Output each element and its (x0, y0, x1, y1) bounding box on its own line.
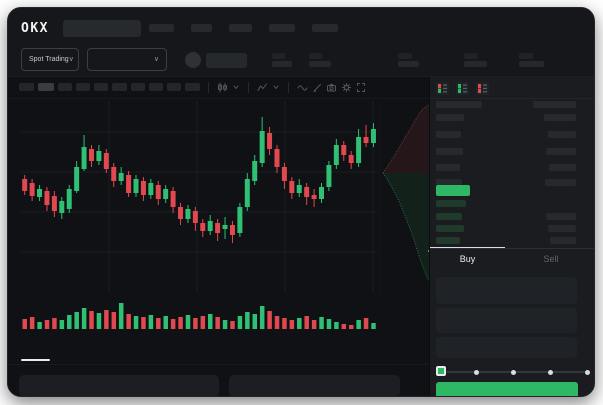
nav-item[interactable] (191, 24, 212, 32)
brand-logo: OKX (21, 21, 49, 36)
ask-row[interactable] (436, 164, 460, 171)
timeframe-button[interactable] (167, 83, 181, 91)
stat-block (519, 53, 544, 67)
toolbar-divider (8, 98, 429, 99)
book-bids-icon[interactable] (456, 82, 469, 100)
ask-row[interactable] (436, 131, 461, 138)
chart-toolbar (19, 81, 366, 93)
stat-block (272, 53, 292, 67)
bid-row[interactable] (436, 200, 466, 207)
timeframe-button[interactable] (94, 83, 108, 91)
orderbook-divider (430, 98, 594, 99)
ask-row[interactable] (546, 148, 576, 155)
active-tab-underline (21, 359, 50, 361)
bottom-panel-right (229, 375, 400, 396)
book-both-icon[interactable] (436, 82, 449, 100)
ask-row[interactable] (544, 114, 576, 121)
ask-row[interactable] (436, 148, 463, 155)
slider-handle[interactable] (436, 366, 446, 376)
orderbook-header[interactable] (436, 101, 482, 108)
orderbook-header[interactable] (533, 101, 576, 108)
buy-button[interactable] (436, 382, 578, 396)
ask-row[interactable] (548, 131, 576, 138)
volume-chart (21, 297, 377, 329)
timeframe-button[interactable] (149, 83, 163, 91)
order-form-field[interactable] (436, 308, 577, 333)
indicator-icon[interactable] (257, 82, 268, 93)
line-tool-icon[interactable] (297, 82, 308, 93)
top-nav (149, 24, 338, 32)
market-type-label: Spot Trading (29, 56, 69, 63)
trade-tabs-divider (430, 248, 594, 249)
camera-icon[interactable] (326, 82, 337, 93)
nav-item[interactable] (229, 24, 252, 32)
ask-row[interactable] (549, 164, 576, 171)
bid-row[interactable] (546, 213, 576, 220)
candlestick-chart[interactable] (21, 101, 377, 293)
chart-section (8, 77, 430, 396)
nav-item[interactable] (149, 24, 174, 32)
bid-row[interactable] (436, 213, 462, 220)
header-divider (8, 76, 594, 77)
bid-row[interactable] (550, 237, 576, 244)
toolbar-separator (208, 81, 209, 93)
book-asks-icon[interactable] (476, 82, 489, 100)
stat-block (309, 53, 331, 67)
ask-row[interactable] (436, 179, 462, 186)
ask-row[interactable] (545, 179, 576, 186)
bid-row[interactable] (436, 225, 464, 232)
chevron-down-icon: ∨ (68, 56, 74, 63)
nav-item[interactable] (269, 24, 295, 32)
bid-row[interactable] (548, 225, 576, 232)
orderbook-view-toggles (436, 82, 489, 100)
chevron-down-icon[interactable] (272, 82, 280, 93)
timeframe-button[interactable] (19, 83, 34, 91)
last-price-placeholder (206, 53, 247, 68)
draw-icon[interactable] (312, 82, 322, 93)
fullscreen-icon[interactable] (356, 82, 366, 93)
bottom-panel-left (19, 375, 219, 396)
buy-tab[interactable]: Buy (459, 254, 476, 264)
bid-row[interactable] (436, 237, 460, 244)
stat-block (398, 53, 419, 67)
toolbar-separator (288, 81, 289, 93)
timeframe-button[interactable] (185, 83, 200, 91)
slider-dot[interactable] (510, 369, 516, 375)
depth-chart (378, 101, 430, 293)
settings-icon[interactable] (341, 82, 352, 93)
pair-selector[interactable]: ∨ (87, 48, 167, 71)
timeframe-button[interactable] (131, 83, 145, 91)
chevron-down-icon: ∨ (153, 56, 159, 63)
chart-footer-divider (8, 364, 429, 365)
order-form-field[interactable] (436, 277, 577, 304)
order-form-field[interactable] (436, 337, 577, 358)
last-price-bar[interactable] (436, 185, 470, 196)
stat-block (464, 53, 487, 67)
slider-dot[interactable] (473, 369, 479, 375)
sell-tab[interactable]: Sell (543, 254, 559, 264)
trading-app-window: OKX Spot Trading ∨ ∨ (7, 7, 595, 397)
timeframe-button[interactable] (58, 83, 72, 91)
timeframe-button[interactable] (76, 83, 90, 91)
market-type-selector[interactable]: Spot Trading ∨ (21, 48, 79, 71)
candle-type-icon[interactable] (217, 82, 228, 93)
orderbook-panel: Buy Sell (429, 77, 594, 396)
timeframe-button[interactable] (38, 83, 54, 91)
nav-item[interactable] (312, 24, 338, 32)
search-input[interactable] (63, 20, 141, 37)
timeframe-button[interactable] (112, 83, 127, 91)
toolbar-separator (248, 81, 249, 93)
chevron-down-icon[interactable] (232, 82, 240, 93)
token-icon (185, 52, 201, 68)
slider-dot[interactable] (584, 369, 590, 375)
ask-row[interactable] (436, 114, 464, 121)
slider-dot[interactable] (547, 369, 553, 375)
